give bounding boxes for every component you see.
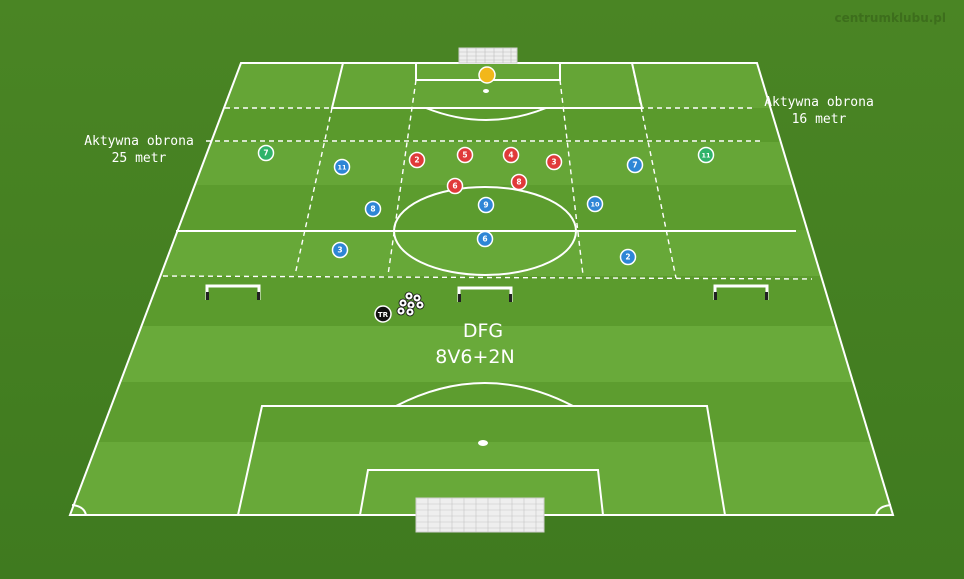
player-blue: 7: [626, 156, 644, 174]
player-blue: 3: [331, 241, 349, 259]
players-layer: 2 5 4 3 6 8 11 7 8 9 10 3 6 2 7 11: [257, 66, 715, 266]
top-goal: [458, 47, 518, 64]
player-red: 3: [545, 153, 563, 171]
zone-lines: [162, 62, 813, 280]
player-number: 2: [414, 156, 419, 165]
right-zone-label-line2: 16 metr: [792, 112, 847, 127]
player-blue: 10: [586, 195, 604, 213]
player-number: 11: [701, 152, 711, 160]
coach-label: TR: [378, 311, 389, 319]
player-number: 10: [590, 201, 600, 209]
player-number: 9: [483, 201, 488, 210]
player-red: 8: [510, 173, 528, 191]
player-number: 8: [516, 178, 521, 187]
top-penalty-arc: [425, 107, 547, 121]
bottom-penalty-box: [237, 405, 726, 516]
player-number: 3: [337, 246, 342, 255]
player-number: 8: [370, 205, 375, 214]
player-number: 11: [337, 164, 347, 172]
player-red: 5: [456, 146, 474, 164]
player-blue: 8: [364, 200, 382, 218]
coach-marker: TR: [374, 305, 392, 323]
player-number: 2: [625, 253, 630, 262]
player-number: 3: [551, 158, 556, 167]
pitch-boundary: [68, 62, 895, 516]
player-red: 6: [446, 177, 464, 195]
watermark: centrumklubu.pl: [834, 11, 946, 25]
right-zone-label-line1: Aktywna obrona: [764, 95, 874, 110]
player-blue: 11: [333, 158, 351, 176]
player-number: 5: [462, 151, 467, 160]
left-zone-label-line2: 25 metr: [112, 151, 167, 166]
player-blue: 2: [619, 248, 637, 266]
player-number: 7: [632, 161, 637, 170]
corner-arc-br: [875, 504, 892, 516]
player-red: 4: [502, 146, 520, 164]
player-blue: 9: [477, 196, 495, 214]
player-number: 7: [263, 149, 268, 158]
player-number: 6: [482, 235, 487, 244]
zone-line-bottom: [162, 275, 813, 280]
player-red: 2: [408, 151, 426, 169]
centre-circle: [393, 186, 577, 276]
mini-goal-posts: [206, 292, 768, 302]
pitch-lines: [68, 62, 895, 516]
bottom-penalty-arc: [395, 382, 574, 407]
ball-patches: [399, 294, 422, 314]
channel-line-4: [631, 62, 677, 279]
left-zone-label-line1: Aktywna obrona: [84, 134, 194, 149]
channel-line-3: [559, 79, 584, 276]
corner-arc-bl: [71, 504, 87, 516]
bottom-penalty-spot: [478, 440, 488, 446]
player-green: 11: [697, 146, 715, 164]
player-blue: 6: [476, 230, 494, 248]
player-green: 7: [257, 144, 275, 162]
player-number: 4: [508, 151, 513, 160]
drill-name: DFG: [463, 320, 503, 342]
player-number: 6: [452, 182, 457, 191]
bottom-goal: [415, 497, 545, 533]
drill-format: 8V6+2N: [435, 346, 514, 368]
player-goalkeeper: [478, 66, 496, 84]
top-penalty-spot: [483, 89, 489, 93]
channel-line-2: [387, 79, 417, 276]
bottom-goal-area: [359, 469, 604, 516]
channel-line-1: [294, 107, 333, 276]
